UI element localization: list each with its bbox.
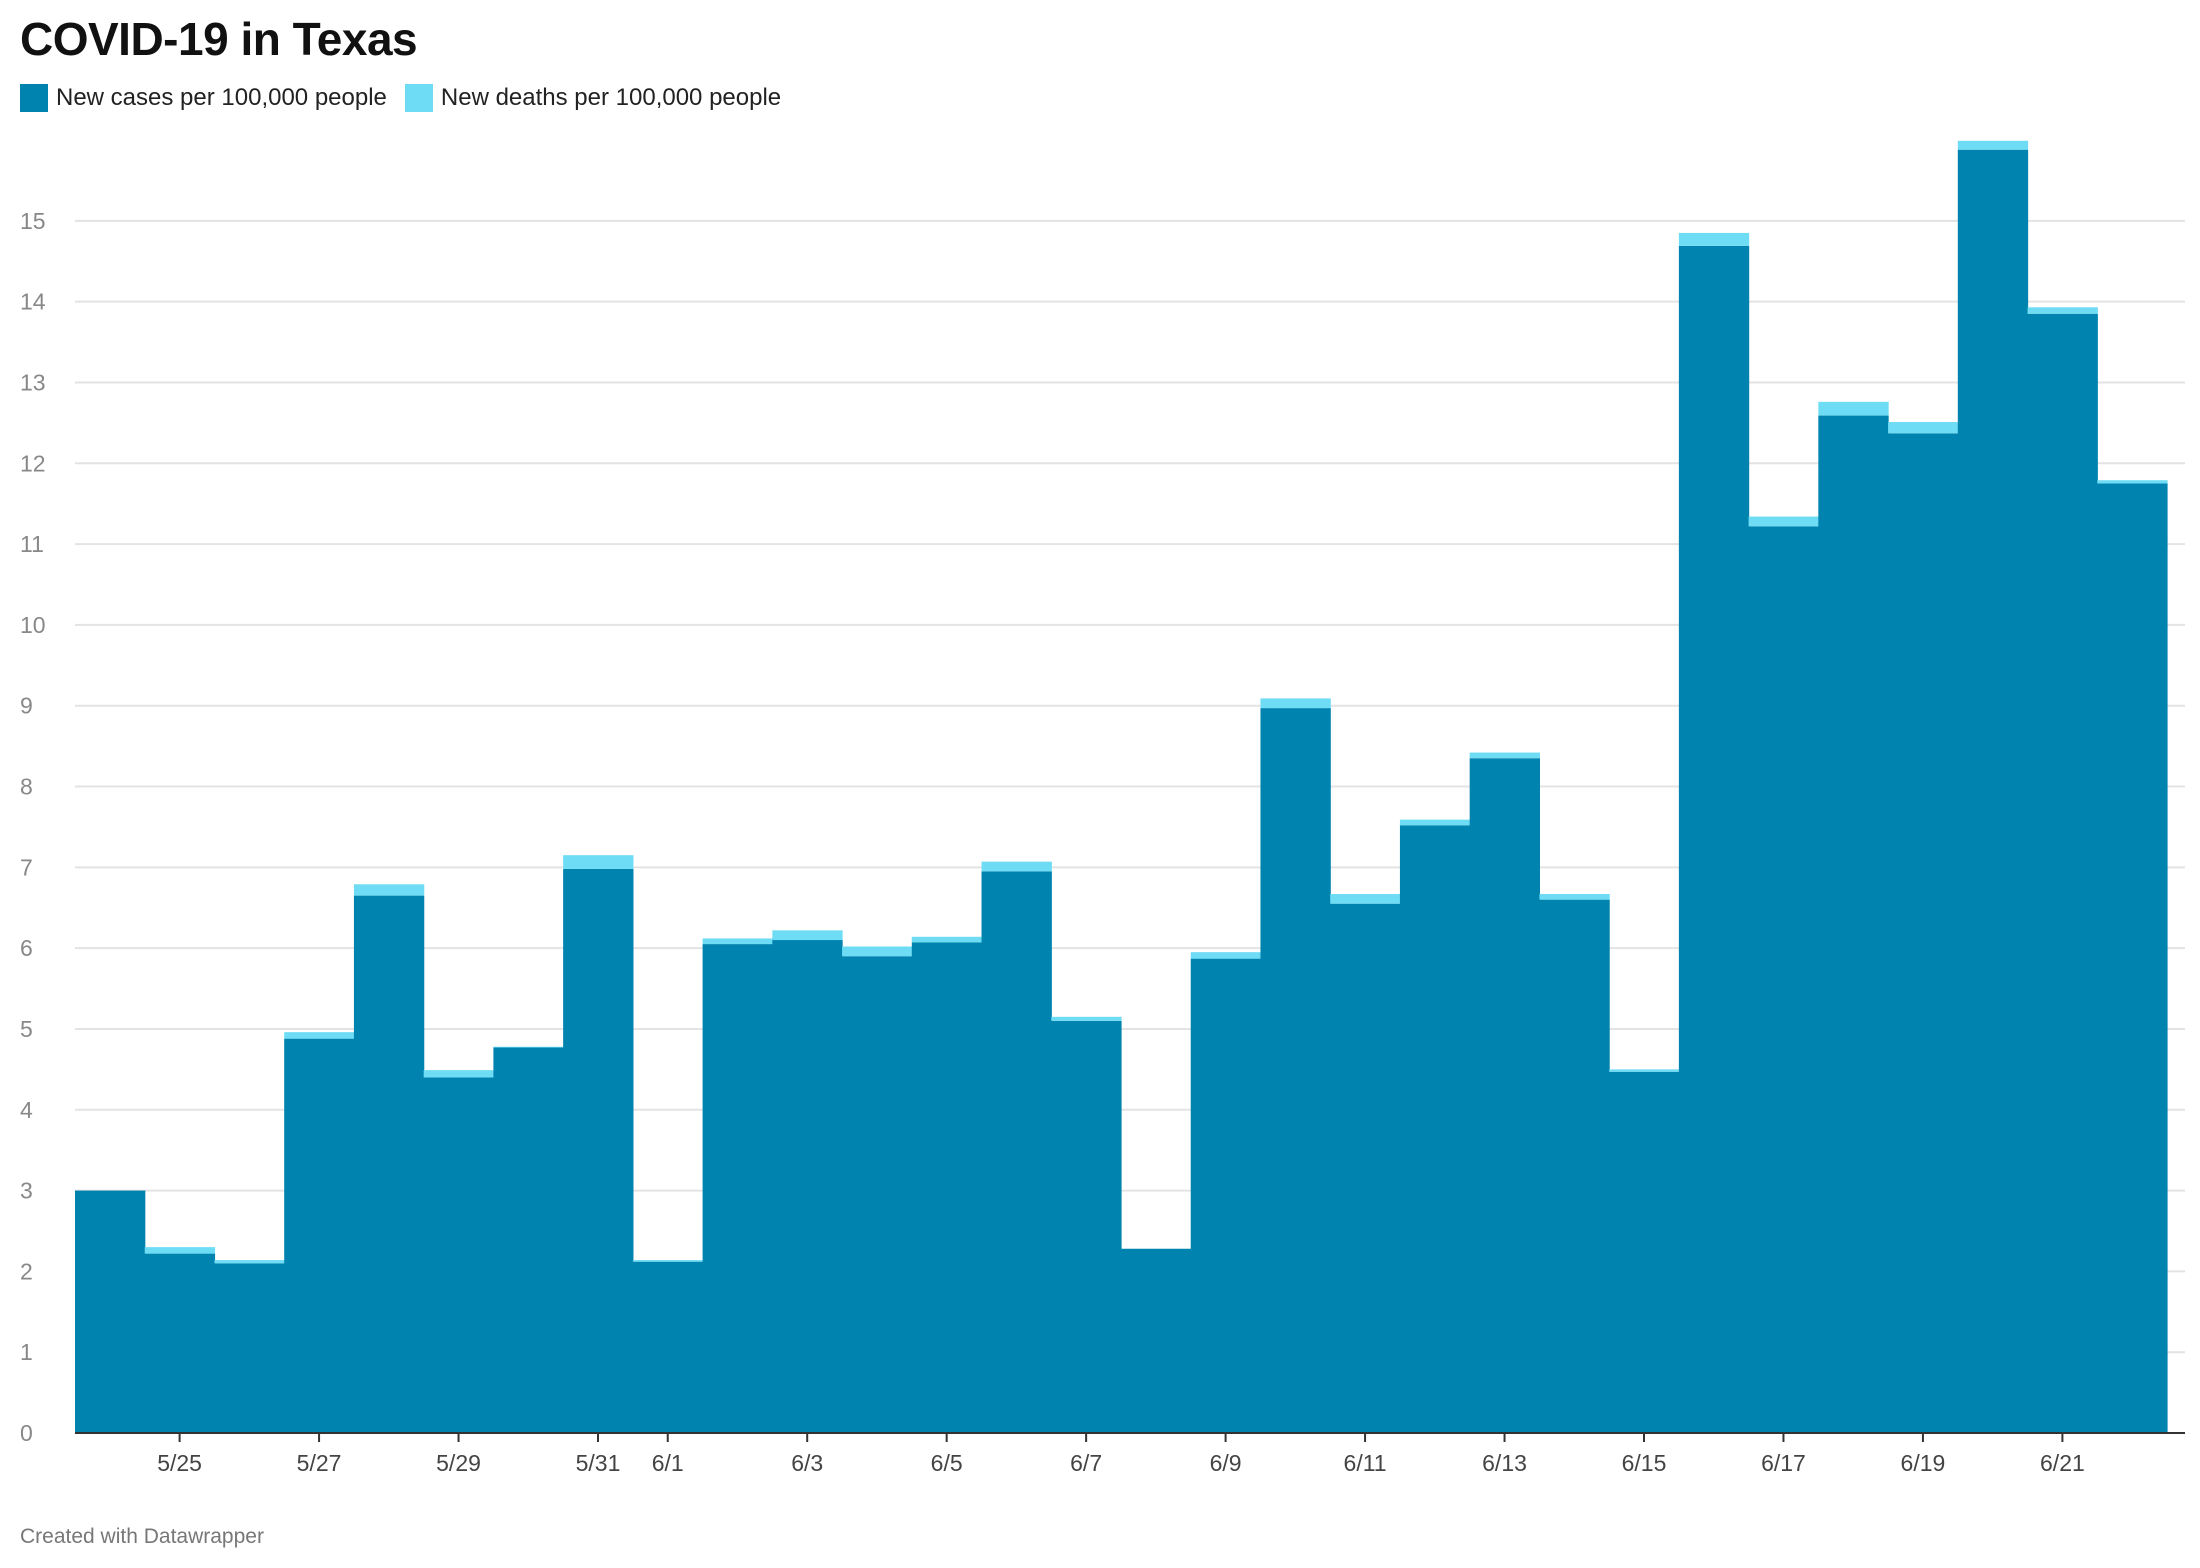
y-tick-label: 3 [20, 1178, 33, 1204]
x-tick-label: 6/1 [652, 1450, 684, 1476]
bar-cases [1190, 958, 1262, 1433]
x-tick-label: 6/19 [1901, 1450, 1946, 1476]
y-tick-label: 7 [20, 854, 33, 880]
bar-deaths [772, 930, 843, 941]
bar-cases [1469, 758, 1540, 1433]
bar-cases [1678, 245, 1750, 1433]
bar-cases [1818, 415, 1889, 1433]
bar-cases [1330, 903, 1401, 1433]
bar-deaths [842, 946, 913, 957]
bar-cases [981, 871, 1052, 1433]
legend: New cases per 100,000 people New deaths … [20, 84, 781, 112]
bar-cases [632, 1261, 704, 1433]
y-tick-label: 13 [20, 369, 46, 395]
y-tick-label: 10 [20, 612, 46, 638]
bar-deaths [2097, 480, 2168, 484]
bar-cases [493, 1047, 564, 1433]
y-tick-label: 11 [20, 531, 44, 557]
bar-cases [1748, 526, 1819, 1433]
x-tick-label: 5/25 [157, 1450, 202, 1476]
bar-deaths [981, 861, 1052, 872]
y-tick-label: 4 [20, 1097, 33, 1123]
x-tick-label: 5/31 [576, 1450, 621, 1476]
bar-cases [1888, 433, 1959, 1433]
legend-label-deaths: New deaths per 100,000 people [440, 84, 782, 111]
bar-deaths [911, 936, 983, 943]
bar-deaths [1818, 401, 1889, 416]
bar-deaths [2027, 307, 2098, 314]
y-tick-label: 14 [20, 289, 46, 315]
y-tick-label: 2 [20, 1258, 33, 1284]
x-tick-label: 5/27 [297, 1450, 342, 1476]
bar-deaths [493, 1046, 564, 1048]
chart-title: COVID-19 in Texas [20, 13, 418, 65]
bar-cases [2097, 483, 2168, 1433]
y-tick-label: 0 [20, 1420, 33, 1446]
x-tick-label: 6/5 [931, 1450, 963, 1476]
bar-deaths [563, 855, 634, 869]
bar-deaths [632, 1260, 704, 1262]
bar-deaths [144, 1247, 216, 1254]
y-tick-label: 12 [20, 450, 46, 476]
legend-swatch-deaths [404, 84, 433, 112]
bar-deaths [1330, 893, 1401, 904]
legend-swatch-cases [20, 84, 48, 112]
bar-cases [1957, 149, 2029, 1433]
bar-cases [1121, 1248, 1192, 1433]
bar-cases [1539, 899, 1610, 1433]
bar-deaths [1190, 952, 1262, 959]
bar-cases [1260, 708, 1331, 1433]
bar-deaths [1748, 516, 1819, 527]
x-tick-label: 6/15 [1622, 1450, 1667, 1476]
bar-cases [144, 1253, 216, 1433]
bar-cases [284, 1038, 355, 1433]
x-tick-label: 6/3 [791, 1450, 823, 1476]
bar-deaths [1888, 422, 1959, 434]
bar-cases [911, 942, 983, 1433]
y-tick-label: 6 [20, 935, 33, 961]
bar-cases [2027, 313, 2098, 1434]
x-tick-label: 6/21 [2040, 1450, 2085, 1476]
bar-deaths [1399, 819, 1471, 826]
y-tick-label: 1 [20, 1339, 33, 1365]
bar-cases [1399, 825, 1471, 1433]
bar-deaths [702, 938, 773, 945]
x-tick-label: 6/13 [1482, 1450, 1527, 1476]
x-tick-label: 5/29 [436, 1450, 481, 1476]
bar-cases [563, 868, 634, 1433]
bar-deaths [1469, 752, 1540, 759]
bar-cases [214, 1263, 285, 1433]
bar-cases [772, 940, 843, 1433]
y-tick-label: 8 [20, 774, 33, 800]
x-tick-label: 6/11 [1344, 1450, 1387, 1476]
bar-cases [75, 1190, 146, 1433]
bar-deaths [1539, 893, 1610, 900]
x-tick-label: 6/17 [1761, 1450, 1806, 1476]
x-tick-label: 6/9 [1210, 1450, 1242, 1476]
bar-cases [423, 1077, 494, 1433]
bar-cases [702, 944, 773, 1433]
legend-label-cases: New cases per 100,000 people [56, 84, 387, 111]
bar-deaths [1957, 140, 2029, 150]
bar-deaths [353, 884, 425, 896]
bar-deaths [1260, 698, 1331, 709]
y-tick-label: 9 [20, 693, 33, 719]
legend-item-deaths: New deaths per 100,000 people [404, 84, 782, 112]
bar-deaths [1609, 1069, 1680, 1072]
bar-cases [1609, 1071, 1680, 1433]
bar-deaths [1678, 232, 1750, 246]
bar-deaths [284, 1032, 355, 1039]
bar-deaths [214, 1260, 285, 1264]
bar-deaths [423, 1070, 494, 1078]
credit-text: Created with Datawrapper [20, 1525, 264, 1548]
y-tick-label: 15 [20, 208, 46, 234]
x-tick-label: 6/7 [1070, 1450, 1102, 1476]
bar-cases [1051, 1020, 1122, 1433]
bar-cases [842, 956, 913, 1433]
legend-item-cases: New cases per 100,000 people [20, 84, 387, 112]
y-tick-label: 5 [20, 1016, 33, 1042]
bar-cases [353, 895, 425, 1433]
bar-deaths [1051, 1016, 1122, 1021]
